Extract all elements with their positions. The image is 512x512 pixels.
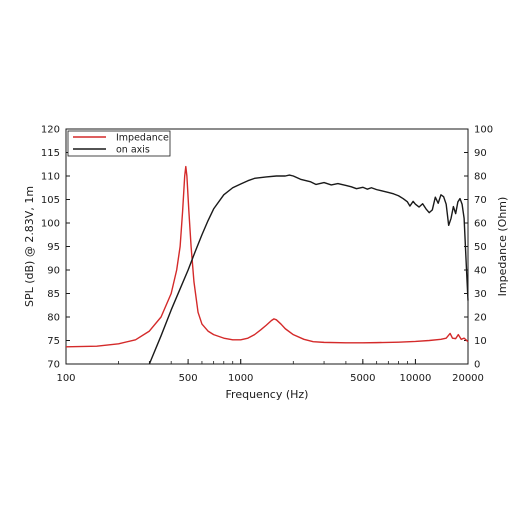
left-y-tick-label: 75 [47, 336, 60, 347]
right-y-tick-label: 0 [474, 360, 480, 371]
legend-label-on-axis: on axis [116, 145, 150, 156]
left-y-tick-label: 95 [47, 242, 60, 253]
left-y-tick-label: 110 [41, 172, 60, 183]
plot-area [65, 128, 469, 365]
series-layer [65, 165, 469, 365]
x-axis: 100 500 1000 5000 10000 20000 [56, 359, 484, 384]
x-tick-label: 5000 [350, 373, 375, 384]
right-y-tick-label: 20 [474, 313, 487, 324]
x-tick-label: 10000 [400, 373, 432, 384]
left-y-tick-label: 100 [41, 219, 60, 230]
right-y-axis: 0 10 20 30 40 50 60 70 80 90 100 [464, 125, 493, 371]
x-tick-label: 1000 [228, 373, 253, 384]
right-y-tick-label: 60 [474, 219, 487, 230]
legend-box [67, 130, 171, 157]
x-tick-label: 100 [56, 373, 75, 384]
left-y-tick-label: 115 [41, 148, 60, 159]
right-y-tick-label: 40 [474, 266, 487, 277]
series-line-impedance [65, 165, 469, 348]
left-y-tick-label: 85 [47, 289, 60, 300]
left-y-tick-label: 80 [47, 313, 60, 324]
right-y-tick-label: 90 [474, 148, 487, 159]
right-y-tick-label: 100 [474, 125, 493, 136]
left-y-tick-label: 120 [41, 125, 60, 136]
x-tick-label: 20000 [452, 373, 484, 384]
left-y-axis-title: SPL (dB) @ 2.83V, 1m [23, 186, 36, 307]
left-y-tick-label: 105 [41, 195, 60, 206]
right-y-tick-label: 80 [474, 172, 487, 183]
right-y-tick-label: 30 [474, 289, 487, 300]
x-axis-title: Frequency (Hz) [226, 388, 309, 401]
right-y-axis-title: Impedance (Ohm) [496, 197, 509, 297]
left-y-tick-label: 70 [47, 360, 60, 371]
right-y-tick-label: 10 [474, 336, 487, 347]
legend: Impedance on axis [67, 130, 171, 157]
x-tick-label: 500 [179, 373, 198, 384]
legend-label-impedance: Impedance [116, 133, 169, 144]
series-line-on-axis [148, 174, 469, 365]
left-y-tick-label: 90 [47, 266, 60, 277]
right-y-tick-label: 50 [474, 242, 487, 253]
right-y-tick-label: 70 [474, 195, 487, 206]
